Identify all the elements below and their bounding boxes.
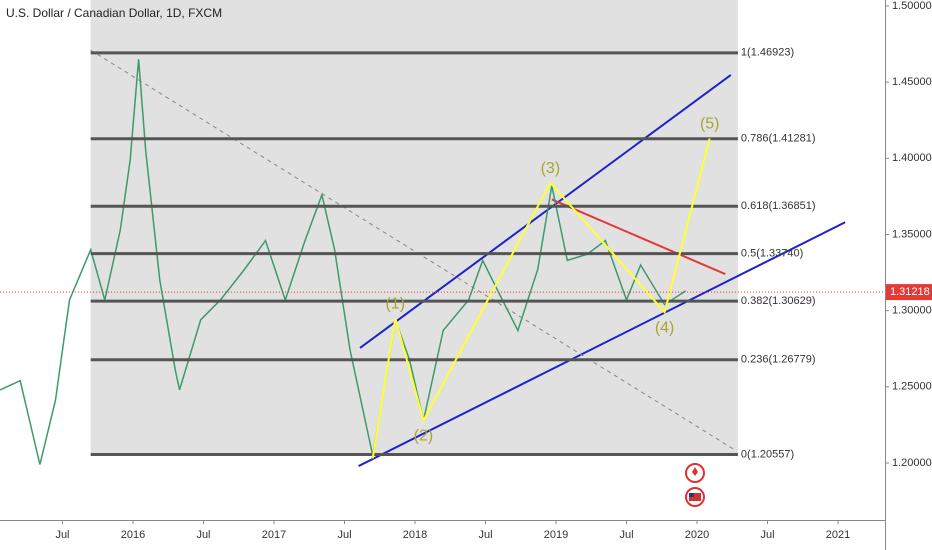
x-tick-label: Jul — [761, 529, 775, 541]
y-tick-label: 1.40000 — [892, 152, 932, 164]
wave-label: (3) — [541, 160, 561, 177]
y-tick-label: 1.35000 — [892, 228, 932, 240]
x-tick-label: 2019 — [544, 529, 568, 541]
trendline — [551, 198, 726, 276]
x-tick-label: 2016 — [121, 529, 145, 541]
fib-label: 0.5(1.33740) — [741, 248, 803, 260]
price-line — [0, 59, 687, 465]
fib-label: 0.786(1.41281) — [741, 133, 816, 145]
wave-label: (5) — [700, 116, 720, 133]
x-tick-label: Jul — [55, 529, 69, 541]
x-tick-label: Jul — [337, 529, 351, 541]
x-tick-label: 2017 — [262, 529, 286, 541]
wave-label: (1) — [385, 295, 405, 312]
x-tick-label: 2021 — [826, 529, 850, 541]
wave-label: (4) — [655, 319, 675, 336]
chart-title: U.S. Dollar / Canadian Dollar, 1D, FXCM — [6, 6, 222, 20]
x-tick-label: Jul — [619, 529, 633, 541]
wave-line — [371, 138, 711, 459]
flag-icons — [685, 463, 705, 507]
fib-label: 0(1.20557) — [741, 448, 794, 460]
fib-label: 1(1.46923) — [741, 47, 794, 59]
wave-label: (2) — [414, 428, 434, 445]
fib-label: 0.382(1.30629) — [741, 295, 816, 307]
y-tick-label: 1.20000 — [892, 457, 932, 469]
fib-label: 0.236(1.26779) — [741, 354, 816, 366]
y-tick-label: 1.25000 — [892, 381, 932, 393]
trendline — [358, 221, 846, 467]
x-tick-label: 2020 — [685, 529, 709, 541]
y-tick-label: 1.30000 — [892, 305, 932, 317]
x-tick-label: Jul — [196, 529, 210, 541]
trendline — [90, 49, 736, 451]
current-price-label: 1.31218 — [890, 286, 930, 298]
current-price-tag — [886, 284, 932, 301]
x-tick-label: Jul — [478, 529, 492, 541]
y-tick-label: 1.45000 — [892, 76, 932, 88]
x-tick-label: 2018 — [403, 529, 427, 541]
fib-label: 0.618(1.36851) — [741, 200, 816, 212]
y-tick-label: 1.50000 — [892, 0, 932, 12]
